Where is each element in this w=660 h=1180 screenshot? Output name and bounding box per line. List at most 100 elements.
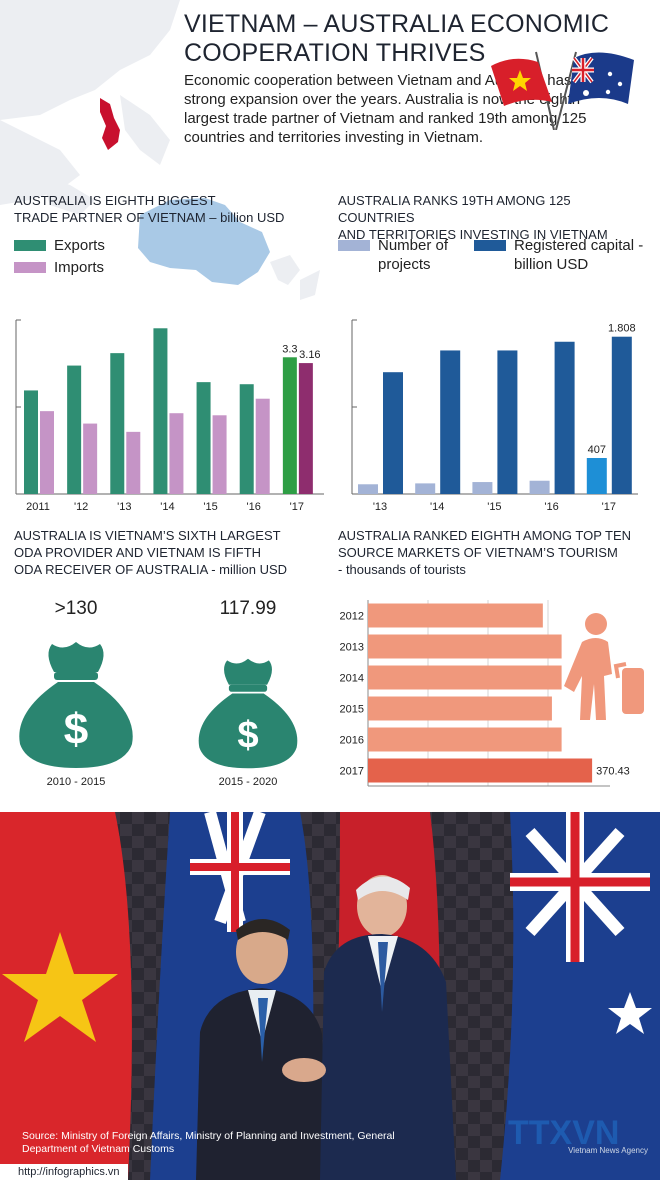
australia-shape	[138, 198, 270, 285]
title-line-1: VIETNAM – AUSTRALIA ECONOMIC	[184, 10, 610, 38]
tourism-bar	[368, 634, 562, 659]
legend-imports: Imports	[14, 258, 105, 277]
exports-bar	[24, 390, 38, 494]
x-tick-label: 2011	[26, 501, 50, 513]
investment-title-line-2: AND TERRITORIES INVESTING IN VIETNAM	[338, 227, 608, 242]
y-tick-label: 2016	[340, 735, 364, 747]
legend-exports: Exports	[14, 236, 105, 255]
x-tick-label: '13	[373, 501, 387, 513]
investment-title-line-1: AUSTRALIA RANKS 19TH AMONG 125 COUNTRIES	[338, 193, 571, 225]
y-tick-label: 2015	[340, 704, 364, 716]
y-tick-label: 2013	[340, 642, 364, 654]
imports-bar	[40, 411, 54, 494]
x-tick-label: '13	[117, 501, 131, 513]
exports-bar	[110, 353, 125, 494]
oda-period-2: 2015 - 2020	[218, 776, 278, 788]
data-label: 3.16	[299, 349, 320, 361]
capital-bar	[611, 336, 632, 494]
footer-url-bar: http://infographics.vn	[0, 1162, 660, 1180]
x-tick-label: '14	[160, 501, 174, 513]
trade-chart-title: AUSTRALIA IS EIGHTH BIGGEST TRADE PARTNE…	[14, 192, 324, 226]
tourism-bar	[368, 603, 543, 628]
data-label: 1.808	[608, 323, 636, 335]
trade-title-line-1: AUSTRALIA IS EIGHTH BIGGEST	[14, 193, 216, 208]
background-map	[0, 0, 660, 310]
data-label: 370.43	[596, 766, 630, 778]
crossed-flags-icon	[491, 51, 634, 130]
projects-bar	[529, 480, 550, 494]
x-tick-label: '16	[544, 501, 558, 513]
capital-bar	[383, 372, 403, 494]
capital-bar	[440, 350, 461, 494]
x-tick-label: '17	[290, 501, 304, 513]
projects-bar	[358, 484, 378, 494]
x-tick-label: '12	[74, 501, 88, 513]
title-line-2: COOPERATION THRIVES	[184, 39, 486, 67]
ttxvn-logo: TTXVN Vietnam News Agency	[508, 1116, 648, 1162]
y-tick-label: 2012	[340, 611, 364, 623]
x-tick-label: '17	[602, 501, 616, 513]
trade-legend: Exports Imports	[14, 236, 105, 277]
legend-swatch-capital	[474, 240, 506, 251]
exports-bar	[282, 357, 297, 494]
x-tick-label: '15	[203, 501, 217, 513]
oda-value-2015-2020: 117.99	[219, 598, 277, 619]
svg-text:$: $	[64, 705, 88, 754]
oda-period-1: 2010 - 2015	[46, 776, 106, 788]
tourism-title-line-3: - thousands of tourists	[338, 562, 466, 577]
exports-bar	[153, 328, 168, 494]
logo-text: TTXVN	[508, 1114, 620, 1152]
tourism-title-line-2: SOURCE MARKETS OF VIETNAM’S TOURISM	[338, 545, 618, 560]
oda-title-line-3: ODA RECEIVER OF AUSTRALIA - million USD	[14, 562, 288, 577]
logo-subtitle: Vietnam News Agency	[568, 1146, 648, 1155]
data-label: 407	[588, 444, 606, 456]
legend-swatch-imports	[14, 262, 46, 273]
page-title: VIETNAM – AUSTRALIA ECONOMIC COOPERATION…	[184, 10, 624, 68]
imports-bar	[169, 413, 184, 494]
x-tick-label: '14	[430, 501, 444, 513]
oda-title: AUSTRALIA IS VIETNAM’S SIXTH LARGEST ODA…	[14, 527, 324, 578]
legend-label-imports: Imports	[54, 259, 105, 276]
projects-bar	[472, 482, 493, 494]
tourism-title-line-1: AUSTRALIA RANKED EIGHTH AMONG TOP TEN	[338, 528, 632, 543]
legend-swatch-projects	[338, 240, 370, 251]
imports-bar	[255, 398, 270, 494]
y-tick-label: 2014	[340, 673, 364, 685]
data-label: 3.3	[282, 343, 297, 355]
capital-bar	[497, 350, 518, 494]
legend-label-capital: Registered capital - billion USD	[514, 237, 644, 273]
legend-label-exports: Exports	[54, 237, 105, 254]
trade-title-line-2: TRADE PARTNER OF VIETNAM – billion USD	[14, 210, 285, 225]
investment-chart-title: AUSTRALIA RANKS 19TH AMONG 125 COUNTRIES…	[338, 192, 648, 243]
tourism-bar-chart: 2012 2013 2014 2015 2016 2017 370.43	[340, 600, 630, 787]
projects-bar	[586, 458, 607, 494]
oda-title-line-1: AUSTRALIA IS VIETNAM’S SIXTH LARGEST	[14, 528, 281, 543]
tourism-bar	[368, 665, 562, 690]
exports-bar	[67, 365, 82, 494]
capital-bar	[554, 341, 575, 494]
svg-text:$: $	[237, 713, 258, 756]
x-tick-label: '15	[487, 501, 501, 513]
legend-label-projects: Number of projects	[378, 237, 449, 273]
source-text: Source: Ministry of Foreign Affairs, Min…	[22, 1130, 395, 1155]
leaders-photo	[0, 812, 660, 1180]
imports-bar	[83, 423, 98, 494]
oda-title-line-2: ODA PROVIDER AND VIETNAM IS FIFTH	[14, 545, 262, 560]
vietnam-shape	[100, 98, 120, 150]
legend-swatch-exports	[14, 240, 46, 251]
trade-bar-chart: 2011 '12 '13 '14 '15 '16 3.3 3.16 '17	[15, 319, 324, 513]
legend-projects: Number of projects	[338, 236, 458, 274]
money-bag-icon: $	[19, 642, 133, 768]
y-tick-label: 2017	[340, 766, 364, 778]
tourism-bar	[368, 696, 552, 721]
money-bag-icon: $	[198, 658, 298, 769]
tourism-bar	[368, 758, 593, 783]
investment-bar-chart: '13 '14 '15 '16 407 1.808 '17	[351, 319, 638, 513]
projects-bar	[415, 483, 436, 494]
footer-url-link[interactable]: http://infographics.vn	[0, 1164, 128, 1180]
imports-bar	[298, 363, 313, 494]
tourism-bar	[368, 727, 562, 752]
exports-bar	[239, 384, 254, 494]
tourism-title: AUSTRALIA RANKED EIGHTH AMONG TOP TEN SO…	[338, 527, 648, 578]
traveler-icon	[564, 613, 644, 720]
